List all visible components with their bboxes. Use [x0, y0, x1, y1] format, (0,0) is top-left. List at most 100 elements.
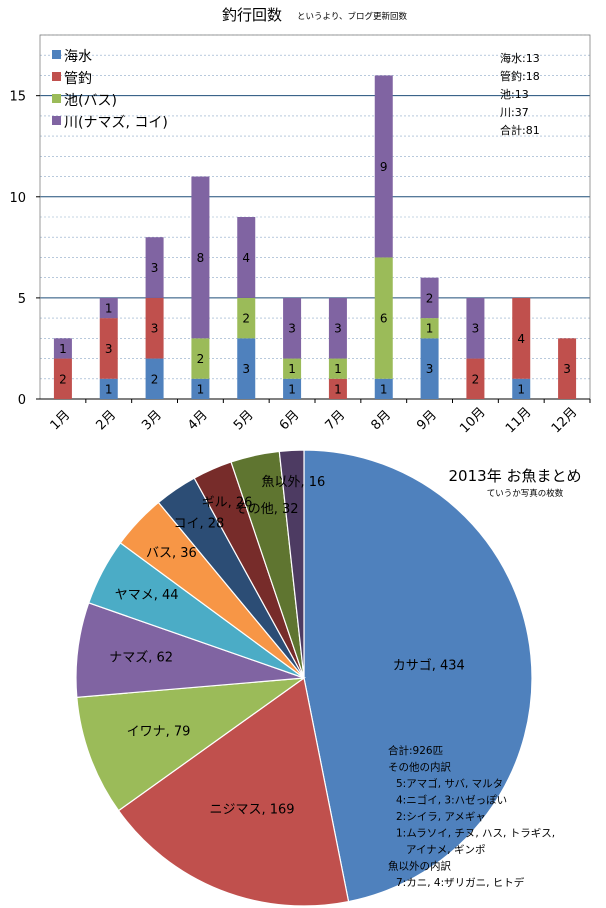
totals-line: 管釣:18 — [500, 69, 540, 83]
bar-data-label: 1 — [105, 302, 113, 316]
bar-segment — [237, 338, 256, 399]
bar-data-label: 1 — [334, 362, 342, 376]
bar-segment — [374, 378, 393, 399]
bar-segment — [53, 338, 72, 359]
pie-note-line: 4:ニゴイ, 3:ハゼっぽい — [396, 794, 507, 807]
bar-data-label: 2 — [472, 372, 480, 386]
bar-segment — [145, 237, 164, 298]
bar-segment — [420, 318, 439, 339]
bar-data-label: 2 — [242, 312, 250, 326]
pie-slice-label: ギル, 26 — [202, 496, 253, 511]
bar-data-label: 6 — [380, 312, 388, 326]
bar-chart-title: 釣行回数 — [222, 6, 282, 24]
pie-slice-label: ナマズ, 62 — [109, 649, 173, 665]
legend-swatch — [52, 72, 61, 81]
bar-segment — [512, 378, 531, 399]
bar-segment — [99, 297, 118, 319]
bar-segment — [145, 358, 164, 399]
totals-box: 海水:13 管釣:18 池:13 川:37 合計:81 — [500, 51, 540, 137]
bar-segment — [99, 318, 118, 379]
x-tick-label: 4月 — [185, 408, 211, 434]
y-tick-label: 10 — [9, 191, 26, 206]
totals-line: 池:13 — [500, 88, 529, 101]
x-tick-label: 5月 — [231, 408, 257, 434]
bar-data-label: 2 — [197, 352, 205, 366]
bar-segment — [191, 338, 210, 379]
bar-segment — [420, 277, 439, 319]
x-tick-label: 10月 — [457, 405, 488, 436]
pie-chart-title: 2013年 お魚まとめ — [449, 467, 582, 485]
x-tick-label: 9月 — [414, 408, 440, 434]
totals-line: 海水:13 — [500, 51, 540, 65]
pie-note-line: 1:ムラソイ, チヌ, ハス, トラギス, — [396, 828, 555, 840]
pie-slice-label: バス, 36 — [146, 546, 197, 561]
x-tick-label: 2月 — [93, 408, 119, 434]
bar-data-label: 1 — [197, 382, 205, 396]
bar-segment — [53, 358, 72, 399]
bar-segment — [512, 297, 531, 379]
x-tick-label: 8月 — [368, 408, 394, 434]
pie-slice — [278, 449, 305, 679]
bar-data-label: 1 — [105, 382, 113, 396]
pie-slice — [303, 449, 533, 903]
bar-data-label: 4 — [242, 251, 250, 265]
bar-segment — [237, 297, 256, 339]
bar-segment — [283, 297, 302, 359]
pie-note-line: 2:シイラ, アメギャ — [396, 811, 486, 823]
bar-data-label: 3 — [151, 322, 159, 336]
bar-segment — [328, 358, 347, 379]
y-tick-label: 5 — [18, 292, 26, 307]
legend-label: 海水 — [64, 49, 92, 65]
bar-segment — [558, 338, 577, 399]
bar-segment — [374, 257, 393, 379]
y-tick-label: 15 — [9, 90, 26, 105]
y-tick-label: 0 — [18, 393, 26, 408]
bar-data-label: 9 — [380, 160, 388, 174]
bar-data-label: 1 — [288, 362, 296, 376]
pie-note-line: 合計:926匹 — [388, 744, 443, 757]
pie-slice-label: カサゴ, 434 — [393, 658, 465, 674]
bar-data-label: 2 — [426, 291, 434, 305]
legend-swatch — [52, 50, 61, 59]
bar-segment — [191, 378, 210, 399]
bar-data-label: 3 — [472, 322, 480, 336]
bar-segment — [420, 338, 439, 399]
bar-segment — [466, 358, 485, 399]
bar-segment — [191, 176, 210, 339]
pie-slice-label: コイ, 28 — [173, 516, 224, 531]
x-tick-label: 7月 — [323, 408, 349, 434]
bar-data-label: 3 — [151, 261, 159, 275]
totals-line: 川:37 — [500, 106, 529, 119]
bar-chart-subtitle: というより、ブログ更新回数 — [297, 11, 407, 22]
legend-swatch — [52, 116, 61, 125]
x-tick-label: 6月 — [277, 408, 303, 434]
bar-segment — [99, 378, 118, 399]
pie-note-line: 5:アマゴ, サバ, マルタ — [396, 777, 503, 790]
bar-segment — [466, 297, 485, 359]
pie-slice — [117, 676, 350, 907]
bar-segment — [283, 378, 302, 399]
x-tick-label: 11月 — [503, 405, 534, 436]
bar-data-label: 3 — [105, 342, 113, 356]
legend-swatch — [52, 94, 61, 103]
bar-segment — [237, 217, 256, 298]
bar-data-label: 8 — [197, 251, 205, 265]
legend-label: 川(ナマズ, コイ) — [64, 115, 168, 131]
bar-data-label: 1 — [334, 382, 342, 396]
bar-segment — [328, 378, 347, 399]
pie-slice-label: ヤマメ, 44 — [115, 588, 179, 603]
pie-note-line: その他の内訳 — [388, 761, 451, 774]
pie-note-line: 魚以外の内訳 — [388, 860, 451, 873]
bar-data-label: 2 — [59, 372, 67, 386]
bar-data-label: 3 — [288, 322, 296, 336]
bar-data-label: 2 — [151, 372, 159, 386]
pie-slice — [76, 677, 307, 812]
pie-chart: 2013年 お魚まとめ ていうか写真の枚数 カサゴ, 434 ニジマス, 169 イ… — [75, 449, 582, 907]
bar-segment — [328, 297, 347, 359]
pie-slice-label: ニジマス, 169 — [209, 802, 294, 817]
bar-data-label: 3 — [426, 362, 434, 376]
pie-slice-label: 魚以外, 16 — [261, 475, 325, 490]
legend-label: 管釣 — [64, 71, 92, 87]
